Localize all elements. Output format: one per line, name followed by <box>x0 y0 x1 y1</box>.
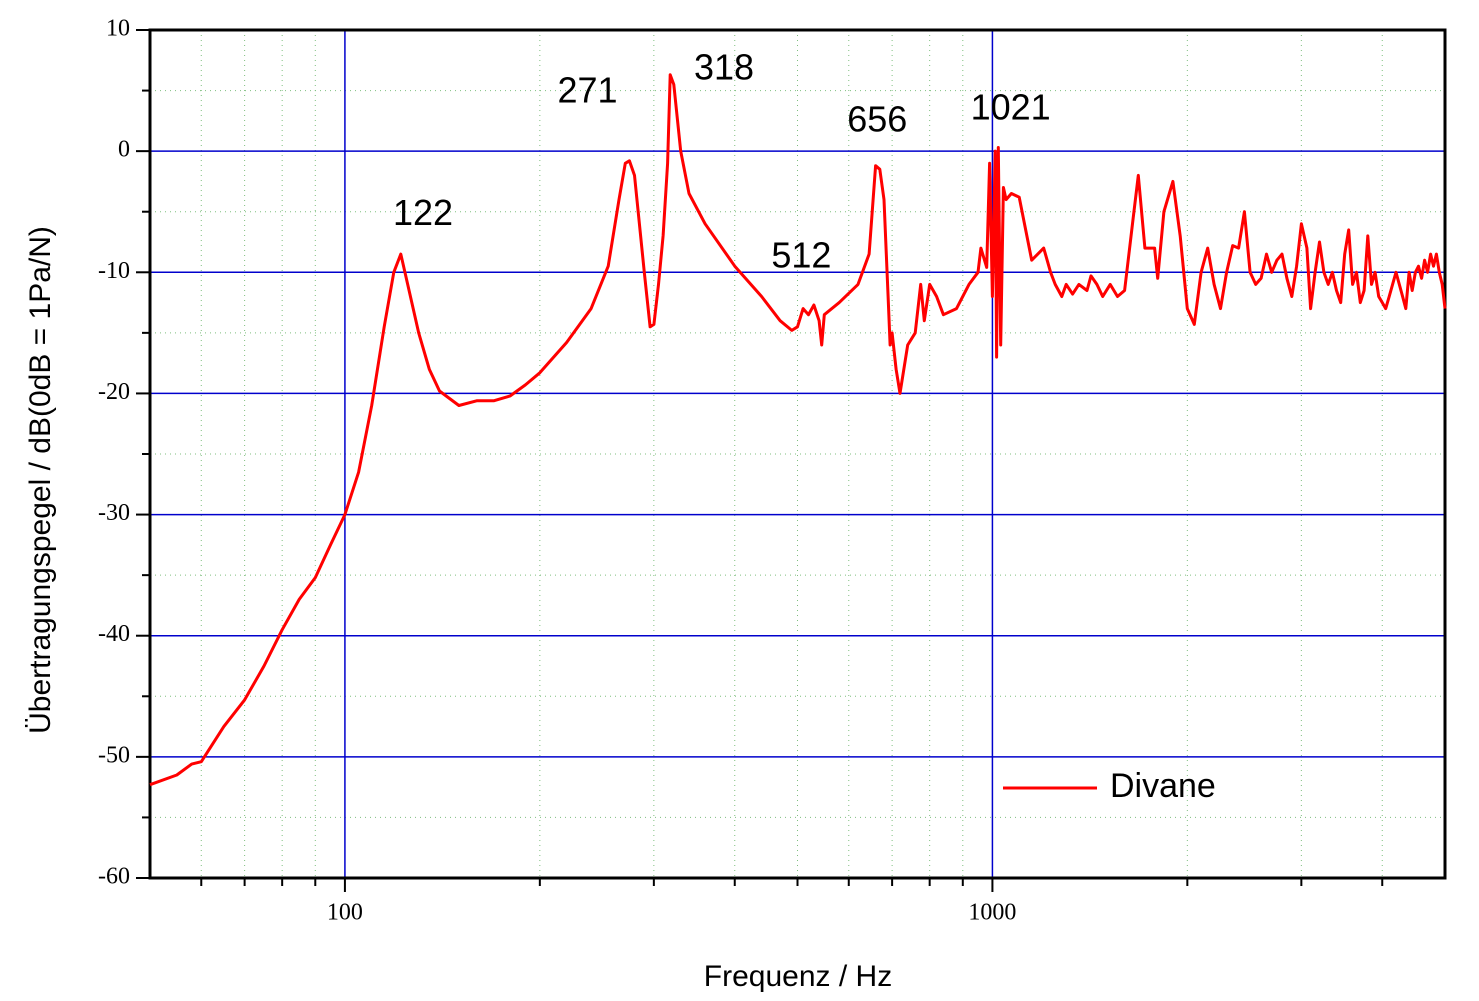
y-tick-label: 10 <box>106 16 130 42</box>
y-axis-title: Übertragungspegel / dB(0dB = 1Pa/N) <box>24 226 57 734</box>
y-tick-label: -30 <box>98 500 130 526</box>
data-line <box>149 73 1447 787</box>
x-axis-title: Frequenz / Hz <box>704 960 892 993</box>
annotation: 271 <box>558 70 618 111</box>
y-tick-label: -10 <box>98 258 130 284</box>
annotation: 1021 <box>971 86 1051 127</box>
y-tick-label: -20 <box>98 379 130 405</box>
y-tick-label: -60 <box>98 864 130 890</box>
annotation: 656 <box>847 99 907 140</box>
x-tick-label: 1000 <box>968 900 1016 926</box>
plot-frame <box>148 28 1447 880</box>
y-tick-label: -40 <box>98 621 130 647</box>
legend-label: Divane <box>1110 767 1216 805</box>
y-tick-label: -50 <box>98 742 130 768</box>
x-tick-label: 100 <box>327 900 363 926</box>
annotation: 512 <box>771 234 831 275</box>
y-tick-label: 0 <box>118 137 130 163</box>
annotation: 318 <box>694 46 754 87</box>
annotation: 122 <box>393 192 453 233</box>
